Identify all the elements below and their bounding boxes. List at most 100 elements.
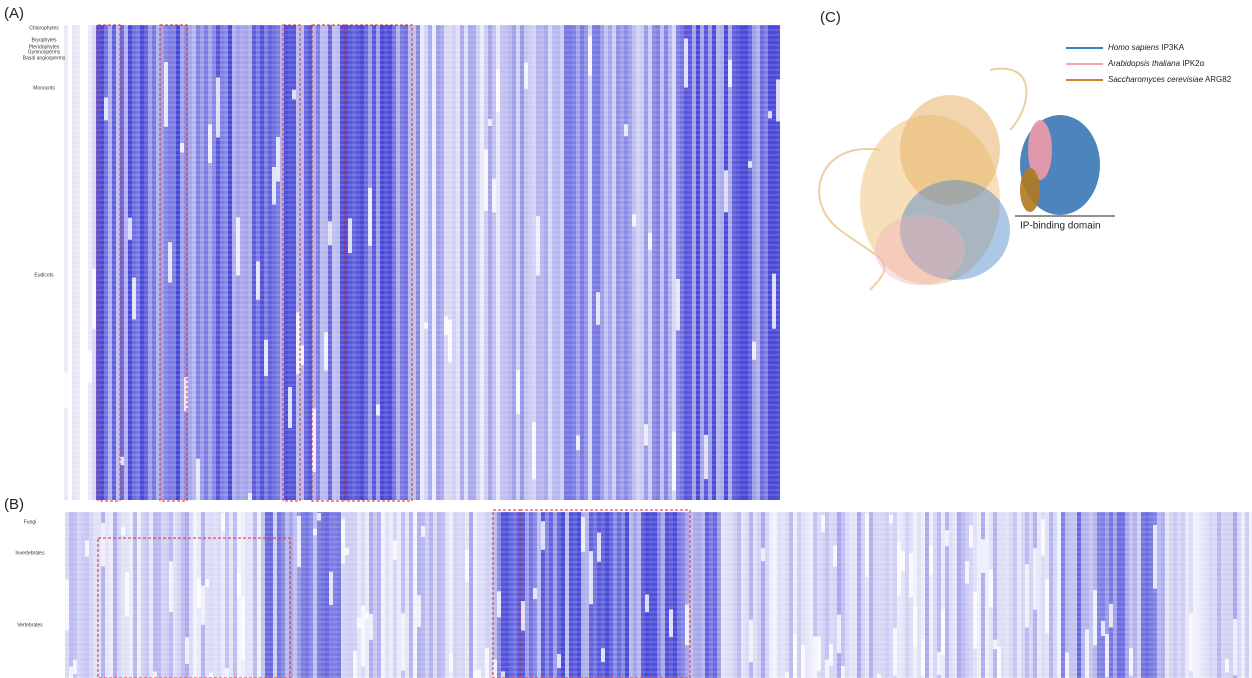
group-label: Fungi (24, 519, 37, 525)
species: Arabidopsis thaliana (1107, 59, 1181, 68)
column (204, 25, 208, 500)
column (304, 25, 308, 500)
column (600, 25, 604, 500)
column (376, 25, 380, 500)
gap (300, 346, 304, 366)
column (264, 25, 268, 500)
gap (121, 527, 125, 536)
column (524, 25, 528, 500)
gap (297, 516, 301, 567)
column (220, 25, 224, 500)
gap (180, 143, 184, 153)
column (456, 25, 460, 500)
domain-label: IP-binding domain (1020, 221, 1101, 232)
gap (989, 569, 993, 607)
alignment-a (60, 25, 780, 500)
column (268, 25, 272, 500)
gap (241, 597, 245, 660)
column (404, 25, 408, 500)
column (668, 25, 672, 500)
column (396, 25, 400, 500)
column (704, 25, 708, 500)
gap (837, 615, 841, 654)
column (212, 25, 216, 500)
column (576, 25, 580, 500)
protein-structure (819, 69, 1100, 290)
column (604, 25, 608, 500)
gap (1041, 519, 1045, 555)
gap (752, 342, 756, 360)
legend-label: Homo sapiens IP3KA (1108, 43, 1185, 52)
column (400, 25, 404, 500)
column (480, 25, 484, 500)
gap (205, 579, 209, 587)
column (548, 25, 552, 500)
column (664, 25, 668, 500)
column (356, 25, 360, 500)
gap (164, 62, 168, 127)
column (728, 25, 732, 500)
gap (648, 233, 652, 250)
column (588, 25, 592, 500)
gap (448, 320, 452, 363)
gap (1109, 604, 1113, 628)
column (116, 25, 120, 500)
column (492, 25, 496, 500)
column (252, 25, 256, 500)
column (232, 25, 236, 500)
gap (728, 60, 732, 87)
column (656, 25, 660, 500)
column (92, 25, 96, 500)
gap (748, 161, 752, 168)
group-label: Bryophytes (31, 37, 57, 43)
column (140, 25, 144, 500)
gap (201, 586, 205, 625)
gap (168, 242, 172, 283)
column (156, 25, 160, 500)
gap (929, 546, 933, 575)
column (120, 25, 124, 500)
column (112, 25, 116, 500)
gap (793, 634, 797, 678)
column (244, 25, 248, 500)
gap (945, 530, 949, 546)
column (360, 25, 364, 500)
column (128, 25, 132, 500)
gap (973, 592, 977, 649)
gap (329, 572, 333, 605)
column (708, 25, 712, 500)
gap (772, 274, 776, 329)
gap (288, 387, 292, 428)
gap (497, 591, 501, 617)
column (556, 25, 560, 500)
legend-label: Saccharomyces cerevisiae ARG82 (1108, 75, 1232, 84)
gap (672, 432, 676, 491)
gap (496, 69, 500, 112)
gap (749, 620, 753, 662)
column (596, 25, 600, 500)
gap (865, 514, 869, 578)
column (72, 25, 76, 500)
column (736, 25, 740, 500)
column (288, 25, 292, 500)
gap (272, 167, 276, 205)
column (132, 25, 136, 500)
gap (1225, 659, 1229, 673)
column (224, 25, 228, 500)
column (412, 25, 416, 500)
legend-label: Arabidopsis thaliana IPK2α (1107, 59, 1205, 68)
gap (969, 525, 973, 547)
gap (101, 523, 105, 566)
gap (248, 493, 252, 500)
gap (477, 669, 481, 678)
column (640, 25, 644, 500)
column (352, 25, 356, 500)
column (392, 25, 396, 500)
gap (104, 97, 108, 120)
column (240, 25, 244, 500)
gap (444, 316, 448, 334)
column (552, 25, 556, 500)
column (284, 25, 288, 500)
column (500, 25, 504, 500)
column (652, 25, 656, 500)
